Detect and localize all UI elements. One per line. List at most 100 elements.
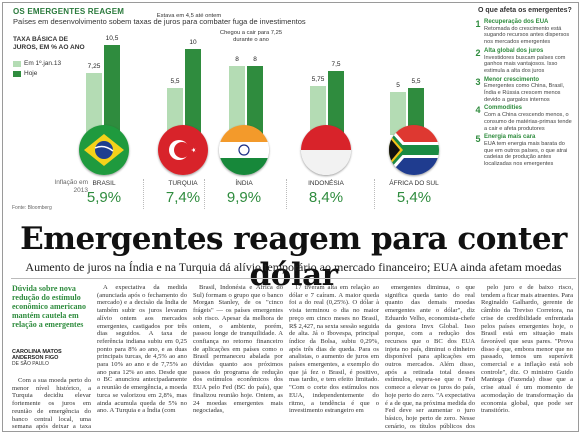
- sidebar-item: 4 Commodities Com a China crescendo menos,…: [472, 105, 576, 132]
- article-paragraph: Com a sua moeda perto do menor nível his…: [12, 377, 91, 431]
- bar-before-label: 5,5: [170, 77, 180, 85]
- bar-before: [167, 87, 183, 135]
- flag-icon: [79, 125, 129, 175]
- inflation-value: 5,4%: [396, 189, 432, 206]
- column-separator: [286, 179, 287, 209]
- inflation-value: 9,9%: [226, 189, 262, 206]
- article-paragraph: emergentes diminua, o que significa qued…: [385, 284, 475, 430]
- bar-after-label: 5,5: [411, 77, 421, 85]
- article-column-5: emergentes diminua, o que significa qued…: [385, 284, 475, 430]
- sidebar-item: 1 Recuperação dos EUA Retomada do crescime…: [472, 19, 576, 46]
- flag-icon: [389, 125, 439, 175]
- legend-before: Em 1º.jan.13: [13, 60, 61, 67]
- bar-callout: Estava em 4,5 até ontem: [156, 13, 222, 19]
- sidebar-item-body: Com a China crescendo menos, o consumo d…: [484, 112, 572, 132]
- sidebar-item-heading: Recuperação dos EUA: [484, 19, 549, 25]
- sidebar-item-heading: Commodities: [484, 105, 523, 112]
- sidebar-item: 2 Alta global dos juros Investidores busca…: [472, 48, 576, 75]
- bar-before-label: 5: [396, 82, 400, 89]
- bar-after-label: 10,5: [105, 34, 119, 42]
- chart-source: Fonte: Bloomberg: [12, 205, 52, 211]
- sidebar-what-affects: O que afeta os emergentes? 1 Recuperação …: [472, 5, 576, 217]
- legend-before-swatch: [13, 60, 21, 67]
- sidebar-item-text: Recuperação dos EUA Retomada do crescimen…: [484, 19, 574, 46]
- bar-before: [229, 66, 245, 135]
- bar-before: [390, 92, 406, 135]
- inflation-value: 7,4%: [165, 189, 201, 206]
- flag-icon: [158, 125, 208, 175]
- sidebar-item-number: 1: [475, 19, 481, 29]
- column-separator: [374, 179, 375, 209]
- bar-after-label: 10: [189, 39, 197, 46]
- byline: CAROLINA MATOS ANDERSON FIGO DE SÃO PAUL…: [12, 349, 91, 367]
- country-name: BRASIL: [92, 180, 116, 187]
- bar-before-label: 7,25: [87, 62, 101, 70]
- bar-after: [104, 44, 120, 135]
- sidebar-list: 1 Recuperação dos EUA Retomada do crescime…: [472, 19, 576, 168]
- sidebar-item-number: 2: [475, 47, 481, 58]
- sidebar-item: 5 Energia mais cara EUA tem energia mais b…: [472, 134, 576, 168]
- bar-after: [185, 49, 201, 135]
- sidebar-item-number: 4: [475, 105, 481, 116]
- inflation-value: 8,4%: [308, 189, 344, 206]
- infographic-subtitle: Países em desenvolvimento sobem taxas de…: [13, 17, 306, 26]
- country-name: ÍNDIA: [235, 180, 253, 187]
- sidebar-item-body: Emergentes como China, Brasil, Índia e R…: [484, 83, 565, 103]
- article-headline: Emergentes reagem para conter dólar: [20, 221, 567, 293]
- bar-after: [328, 70, 344, 135]
- article-column-2: A expectativa da medida (anunciada após …: [97, 284, 187, 430]
- article-paragraph: Brasil, Indonésia e África do Sul) forma…: [193, 284, 283, 415]
- column-separator: [143, 179, 144, 209]
- sidebar-item-body: Retomada do crescimento está sugando rec…: [484, 25, 570, 46]
- bar-before-label: 5,75: [311, 75, 325, 83]
- country-name: ÁFRICA DO SUL: [389, 180, 439, 187]
- sidebar-item-heading: Energia mais cara: [484, 134, 536, 141]
- flag-icon: [219, 125, 269, 175]
- article-lead: Dúvida sobre nova redução do estímulo ec…: [12, 284, 86, 329]
- byline-name: CAROLINA MATOS ANDERSON FIGO: [12, 349, 62, 361]
- legend-after-swatch: [13, 70, 21, 77]
- bar-after: [247, 66, 263, 135]
- bar-after-label: 7,5: [331, 60, 341, 68]
- sidebar-title: O que afeta os emergentes?: [478, 7, 572, 14]
- sidebar-item-text: Alta global dos juros Investidores buscam…: [484, 48, 574, 75]
- sidebar-item-text: Energia mais cara EUA tem energia mais ba…: [484, 134, 574, 168]
- sidebar-item-body: EUA tem energia mais barata do que em ou…: [484, 140, 568, 168]
- country-name: TURQUIA: [168, 180, 198, 187]
- inflation-label: Inflação em 2013: [54, 179, 88, 194]
- article-paragraph: A expectativa da medida (anunciada após …: [97, 284, 187, 415]
- bar-callout: Chegou a cair para 7,25 durante o ano: [219, 30, 283, 44]
- flag-icon: [301, 125, 351, 175]
- legend-before-label: Em 1º.jan.13: [24, 60, 62, 67]
- column-separator: [204, 179, 205, 209]
- article-column-1: Com a sua moeda perto do menor nível his…: [12, 377, 91, 431]
- sidebar-item-heading: Menor crescimento: [484, 76, 540, 83]
- sidebar-item: 3 Menor crescimento Emergentes como China,…: [472, 77, 576, 104]
- chart-ylabel: TAXA BÁSICA DE JUROS, EM % AO ANO: [13, 36, 85, 51]
- sidebar-item-heading: Alta global dos juros: [484, 47, 544, 54]
- bar-before: [310, 85, 326, 135]
- byline-place: DE SÃO PAULO: [12, 361, 49, 367]
- article-column-6: pelo juro e de baixo risco, tendem a fic…: [481, 284, 573, 430]
- bar-before-label: 8: [235, 56, 239, 64]
- article-paragraph: pelo juro e de baixo risco, tendem a fic…: [481, 284, 573, 415]
- divider: [11, 278, 576, 279]
- sidebar-item-body: Investidores buscam países com ganhos ma…: [484, 54, 566, 74]
- article-subhead: Aumento de juros na Índia e na Turquia d…: [25, 260, 562, 274]
- article-column-4: 17 tiveram alta em relação ao dólar e 7 …: [289, 284, 379, 430]
- sidebar-item-text: Commodities Com a China crescendo menos, …: [484, 105, 574, 132]
- legend-after-label: Hoje: [24, 70, 38, 77]
- sidebar-item-text: Menor crescimento Emergentes como China, …: [484, 77, 574, 104]
- sidebar-item-number: 5: [475, 134, 481, 145]
- infographic-kicker: OS EMERGENTES REAGEM: [13, 7, 125, 16]
- bar-after-label: 8: [253, 56, 257, 64]
- sidebar-item-number: 3: [475, 76, 481, 87]
- article-column-3: Brasil, Indonésia e África do Sul) forma…: [193, 284, 283, 430]
- inflation-value: 5,9%: [86, 189, 122, 206]
- bar-before: [86, 72, 102, 135]
- bar-after: [408, 87, 424, 135]
- country-name: INDONÉSIA: [308, 180, 344, 187]
- article-paragraph: 17 tiveram alta em relação ao dólar e 7 …: [289, 284, 379, 415]
- legend-after: Hoje: [13, 70, 37, 77]
